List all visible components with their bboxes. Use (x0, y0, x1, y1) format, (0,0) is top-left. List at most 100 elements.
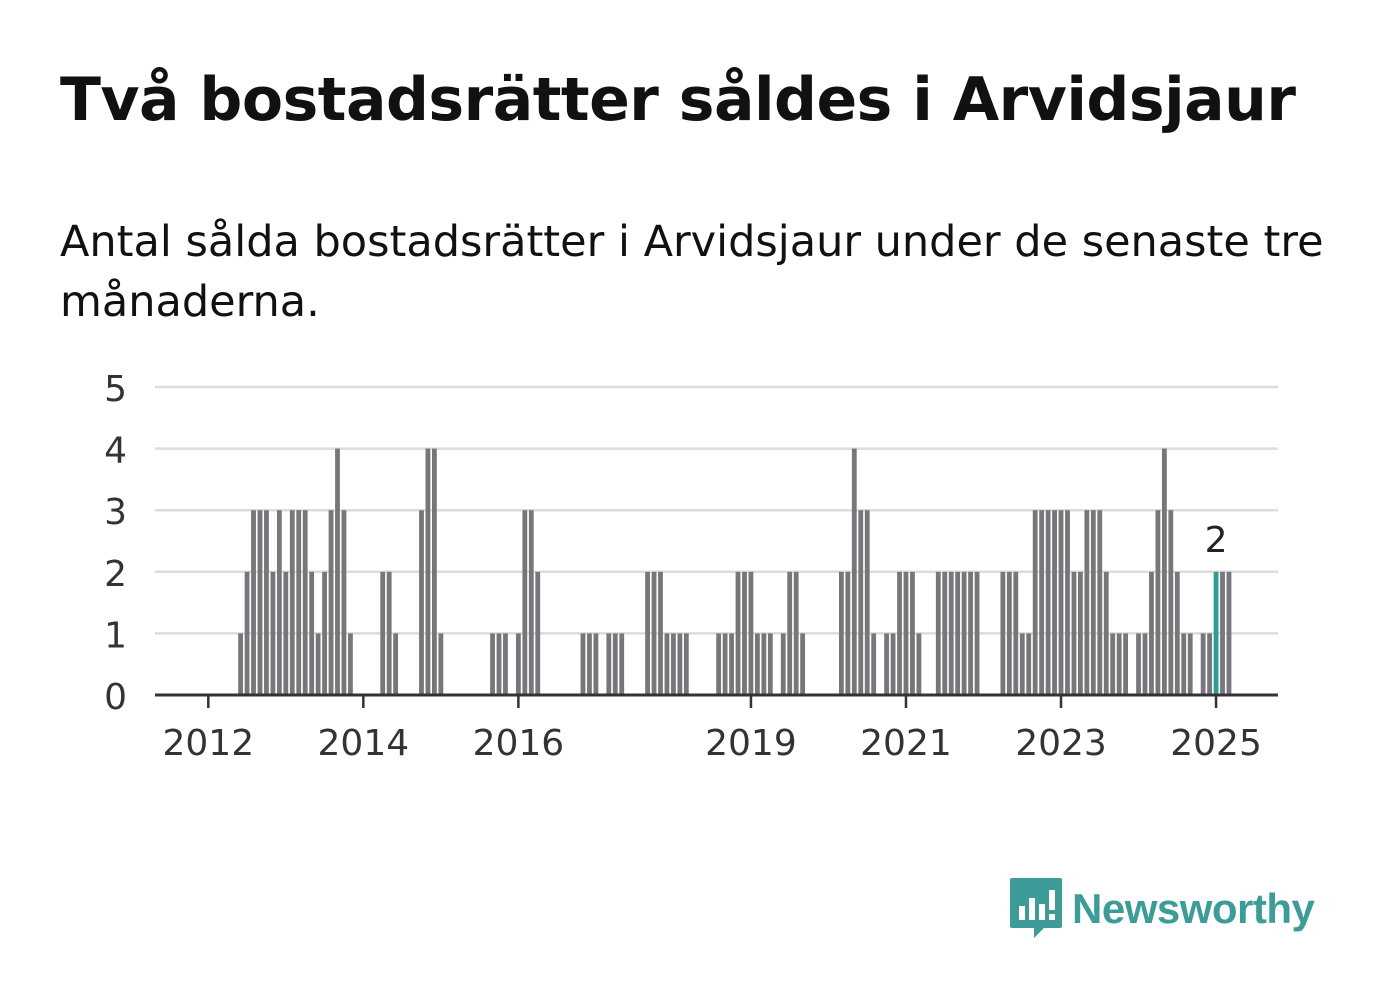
bar (884, 633, 889, 695)
bar (1149, 571, 1154, 695)
newsworthy-logo[interactable]: Newsworthy (1010, 878, 1315, 940)
bar (677, 633, 683, 695)
bar (322, 571, 327, 695)
bar (276, 510, 282, 695)
bar (289, 510, 295, 695)
bar (503, 633, 508, 695)
bar (348, 633, 353, 695)
x-tick-label: 2021 (860, 723, 952, 764)
bar (1103, 571, 1109, 695)
data-label: 2 (1205, 520, 1228, 561)
x-tick-label: 2025 (1170, 723, 1262, 764)
bar (716, 633, 722, 695)
bar (1168, 510, 1174, 695)
bar (419, 510, 424, 695)
bar (309, 571, 315, 695)
bar (787, 571, 793, 695)
bar (1084, 510, 1090, 695)
bar (1116, 633, 1122, 695)
bar (1110, 633, 1116, 695)
bar (942, 571, 948, 695)
y-tick-label: 2 (104, 554, 127, 595)
bar (515, 633, 521, 695)
bar (838, 571, 844, 695)
bar (748, 571, 754, 695)
bar (722, 633, 728, 695)
bar (425, 448, 431, 695)
bar (490, 633, 495, 695)
bar (1097, 510, 1103, 695)
bar (864, 510, 870, 695)
bar (244, 571, 250, 695)
bar (341, 510, 347, 695)
y-tick-label: 3 (104, 492, 127, 533)
bar (793, 571, 799, 695)
bar (974, 571, 980, 695)
bar (767, 633, 773, 695)
bar (851, 448, 857, 695)
bar (1174, 571, 1180, 695)
bar (800, 633, 806, 695)
bar (612, 633, 618, 695)
bar (393, 633, 399, 695)
bar (1013, 571, 1019, 695)
bar (587, 633, 592, 695)
bar (916, 633, 922, 695)
bar (1090, 510, 1096, 695)
bar (968, 571, 973, 695)
y-tick-label: 4 (104, 431, 127, 472)
bar (251, 510, 256, 695)
bar (1019, 633, 1025, 695)
bar (522, 510, 528, 695)
bar (535, 571, 541, 695)
bar (302, 510, 308, 695)
bar (1032, 510, 1038, 695)
bar (858, 510, 864, 695)
bar (735, 571, 741, 695)
bar (955, 571, 961, 695)
bar (1187, 633, 1193, 695)
bar (1181, 633, 1187, 695)
bar (761, 633, 767, 695)
bar (1058, 510, 1064, 695)
bar (328, 510, 334, 695)
bar (380, 571, 386, 695)
newsworthy-logo-text: Newsworthy (1072, 885, 1315, 932)
bar (1200, 633, 1206, 695)
bar (1213, 571, 1219, 695)
bar (1123, 633, 1129, 695)
bar (755, 633, 760, 695)
chart-title: Två bostadsrätter såldes i Arvidsjaur (60, 65, 1296, 135)
bar (961, 571, 967, 695)
bar (780, 633, 786, 695)
bar (1071, 571, 1077, 695)
bar (1045, 510, 1051, 695)
bar (270, 571, 276, 695)
y-axis: 0 1 2 3 4 5 (104, 369, 127, 718)
y-tick-label: 0 (104, 677, 127, 718)
bar (845, 571, 851, 695)
bar (496, 633, 502, 695)
bar (671, 633, 676, 695)
bar (1065, 510, 1070, 695)
x-tick-label: 2023 (1015, 723, 1107, 764)
bars (238, 448, 1232, 695)
bar (438, 633, 444, 695)
bar (948, 571, 954, 695)
x-tick-label: 2014 (318, 723, 410, 764)
bar (1052, 510, 1057, 695)
bar-chart: 0 1 2 3 4 5 2012 2014 2016 2019 2021 2023 2025 2 (104, 369, 1278, 764)
chart-subtitle: Antal sålda bostadsrätter i Arvidsjaur u… (60, 217, 1324, 327)
bar (264, 510, 269, 695)
bar (1226, 571, 1232, 695)
bar (432, 448, 437, 695)
bar (897, 571, 902, 695)
x-tick-label: 2019 (705, 723, 797, 764)
bar (729, 633, 734, 695)
bar (606, 633, 612, 695)
bar (386, 571, 392, 695)
bar (257, 510, 263, 695)
y-tick-label: 5 (104, 369, 127, 410)
bar (1207, 633, 1212, 695)
bar (238, 633, 243, 695)
